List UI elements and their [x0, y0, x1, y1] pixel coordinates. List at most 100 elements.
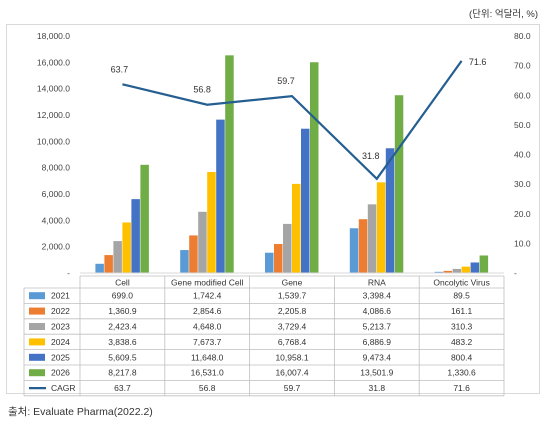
- table-cell-value: 8,217.8: [108, 368, 137, 378]
- table-cell-value: 59.7: [284, 383, 301, 393]
- table-cell-value: 3,398.4: [363, 291, 392, 301]
- legend-label: 2022: [51, 306, 70, 316]
- x-category-label: Cell: [115, 278, 130, 288]
- bar-2026: [225, 55, 234, 274]
- bar-2025: [301, 128, 310, 273]
- cagr-data-label: 71.6: [469, 57, 487, 67]
- y-right-tick-label: 70.0: [514, 61, 531, 71]
- table-cell-value: 10,958.1: [275, 352, 308, 362]
- bar-2022: [274, 243, 283, 273]
- x-category-label: RNA: [368, 278, 386, 288]
- bar-2025: [131, 199, 140, 273]
- bar-2022: [104, 255, 113, 273]
- chart-frame: [6, 24, 540, 394]
- legend-key-2021: [29, 292, 45, 300]
- bar-2026: [394, 95, 404, 274]
- table-cell-value: 1,539.7: [278, 291, 307, 301]
- table-cell-value: 6,886.9: [363, 337, 392, 347]
- y-left-tick-label: 4,000.0: [42, 215, 71, 225]
- y-right-tick-label: 50.0: [514, 120, 531, 130]
- y-left-tick-label: -: [67, 268, 70, 278]
- bar-2025: [470, 262, 480, 273]
- legend-label: 2023: [51, 322, 70, 332]
- table-cell-value: 4,648.0: [193, 322, 222, 332]
- y-right-tick-label: 30.0: [514, 179, 531, 189]
- bar-2022: [443, 270, 453, 273]
- bar-2023: [283, 223, 292, 273]
- table-cell-value: 800.4: [451, 352, 473, 362]
- y-right-tick-label: 80.0: [514, 31, 531, 41]
- table-cell-value: 2,423.4: [108, 322, 137, 332]
- table-cell-value: 7,673.7: [193, 337, 222, 347]
- bar-2023: [367, 204, 377, 273]
- bar-2021: [180, 250, 189, 273]
- table-cell-value: 3,838.6: [108, 337, 137, 347]
- table-cell-value: 89.5: [453, 291, 470, 301]
- bar-2021: [349, 228, 359, 273]
- legend-label: 2024: [51, 337, 70, 347]
- table-cell-value: 2,205.8: [278, 306, 307, 316]
- table-cell-value: 56.8: [199, 383, 216, 393]
- table-cell-value: 483.2: [451, 337, 473, 347]
- y-right-tick-label: 10.0: [514, 238, 531, 248]
- legend-key-2022: [29, 307, 45, 315]
- cagr-data-label: 63.7: [111, 64, 129, 74]
- bar-2024: [122, 222, 131, 273]
- bar-2023: [113, 241, 122, 273]
- cagr-data-label: 59.7: [277, 76, 295, 86]
- cagr-data-label: 56.8: [193, 85, 211, 95]
- table-cell-value: 16,531.0: [191, 368, 224, 378]
- legend-label: CAGR: [51, 383, 76, 393]
- bar-2025: [216, 119, 225, 273]
- y-right-tick-label: 60.0: [514, 90, 531, 100]
- table-cell-value: 1,360.9: [108, 306, 137, 316]
- y-right-tick-label: 20.0: [514, 209, 531, 219]
- bar-2024: [292, 183, 301, 273]
- bar-2025: [385, 148, 395, 273]
- bar-2026: [479, 255, 489, 273]
- y-left-tick-label: 6,000.0: [42, 189, 71, 199]
- source-note: 출처: Evaluate Pharma(2022.2): [8, 406, 153, 418]
- bar-2024: [376, 182, 386, 273]
- y-left-tick-label: 10,000.0: [37, 136, 70, 146]
- bar-2024: [207, 171, 216, 273]
- table-cell-value: 1,742.4: [193, 291, 222, 301]
- bar-2024: [461, 266, 471, 273]
- table-cell-value: 4,086.6: [363, 306, 392, 316]
- bar-2021: [265, 252, 274, 273]
- legend-key-2024: [29, 338, 45, 346]
- table-cell-value: 16,007.4: [275, 368, 308, 378]
- y-left-tick-label: 2,000.0: [42, 242, 71, 252]
- table-cell-value: 161.1: [451, 306, 473, 316]
- table-cell-value: 63.7: [114, 383, 131, 393]
- table-cell-value: 5,609.5: [108, 352, 137, 362]
- bar-2022: [189, 235, 198, 273]
- cagr-data-label: 31.8: [362, 151, 380, 161]
- bar-2026: [140, 164, 149, 273]
- y-right-tick-label: -: [514, 268, 517, 278]
- bar-2021: [434, 271, 444, 273]
- table-cell-value: 310.3: [451, 322, 473, 332]
- bar-2023: [198, 211, 207, 273]
- y-left-tick-label: 12,000.0: [37, 110, 70, 120]
- table-cell-value: 5,213.7: [363, 322, 392, 332]
- bar-2026: [310, 62, 319, 273]
- table-cell-value: 11,648.0: [191, 352, 224, 362]
- bar-2023: [452, 268, 462, 273]
- table-cell-value: 699.0: [112, 291, 134, 301]
- y-left-tick-label: 16,000.0: [37, 57, 70, 67]
- x-category-label: Gene: [282, 278, 303, 288]
- table-cell-value: 3,729.4: [278, 322, 307, 332]
- table-cell-value: 9,473.4: [363, 352, 392, 362]
- legend-label: 2021: [51, 291, 70, 301]
- bar-2021: [95, 263, 104, 273]
- table-cell-value: 71.6: [453, 383, 470, 393]
- combo-chart: - 2,000.0 4,000.0 6,000.0 8,000.0 10,000.0 12,…: [23, 31, 531, 397]
- y-right-tick-label: 40.0: [514, 150, 531, 160]
- table-cell-value: 1,330.6: [447, 368, 476, 378]
- table-cell-value: 6,768.4: [278, 337, 307, 347]
- x-category-label: Oncolytic Virus: [433, 278, 490, 288]
- legend-key-2025: [29, 353, 45, 361]
- table-cell-value: 13,501.9: [360, 368, 393, 378]
- y-left-tick-label: 14,000.0: [37, 84, 70, 94]
